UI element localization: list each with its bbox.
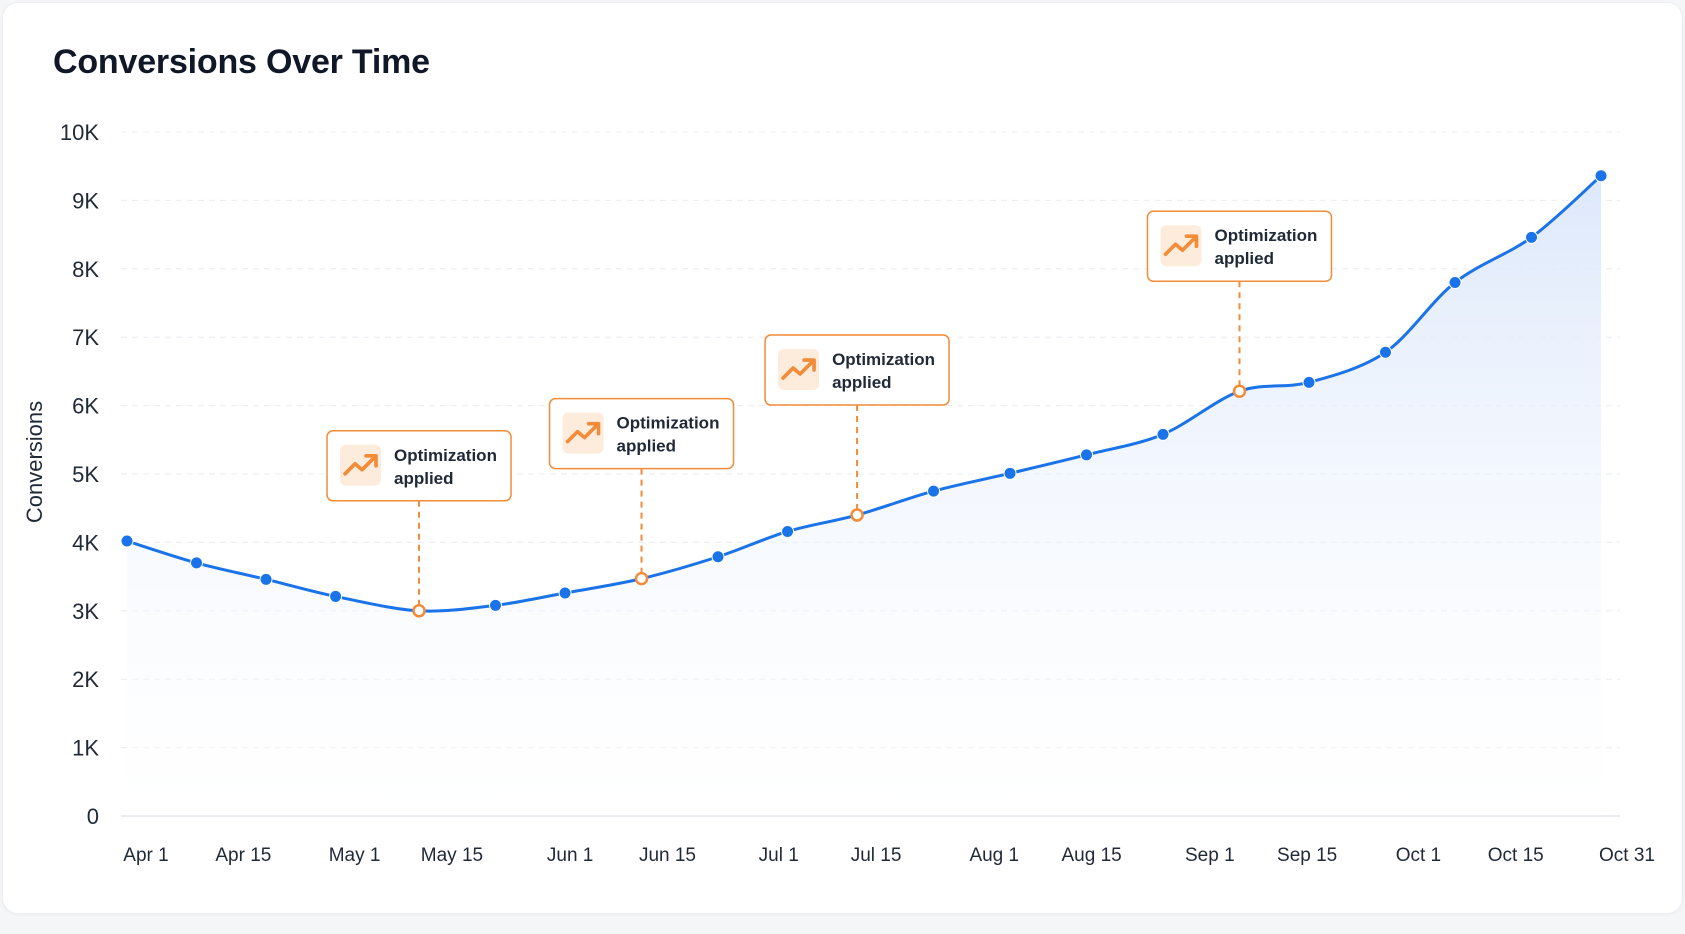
x-axis-ticks: Apr 1 Apr 15 May 1 May 15 Jun 1 Jun 15 Jul 1 Ju… <box>123 845 1655 866</box>
data-point[interactable] <box>1080 448 1094 462</box>
data-point[interactable] <box>711 550 725 564</box>
y-axis-ticks: 0 1K 2K 3K 4K 5K 6K 7K 8K 9K 10K <box>60 120 99 829</box>
y-tick-label: 10K <box>60 120 99 145</box>
annotation-callout: Optimization applied <box>764 334 950 406</box>
y-tick-label: 8K <box>72 257 99 282</box>
chart-title: Conversions Over Time <box>53 43 430 81</box>
y-tick-label: 2K <box>72 667 99 692</box>
data-point[interactable] <box>1525 230 1539 244</box>
y-axis-title: Conversions <box>22 401 47 523</box>
annotation-callout: Optimization applied <box>326 430 512 502</box>
data-point[interactable] <box>927 484 941 498</box>
trending-up-icon <box>1163 234 1199 257</box>
annotation-label-line-1: Optimization <box>832 350 935 369</box>
y-tick-label: 9K <box>72 188 99 213</box>
annotation-label-line-1: Optimization <box>617 414 720 433</box>
data-point[interactable] <box>558 586 572 600</box>
x-tick-label: May 1 <box>329 845 381 866</box>
data-points <box>120 169 1608 618</box>
y-tick-label: 6K <box>72 394 99 419</box>
data-point[interactable] <box>120 534 134 548</box>
y-tick-label: 5K <box>72 462 99 487</box>
y-tick-label: 0 <box>87 804 99 829</box>
y-tick-label: 7K <box>72 325 99 350</box>
annotation-label-line-2: applied <box>394 469 454 488</box>
x-tick-label: Sep 15 <box>1277 845 1337 866</box>
data-point[interactable] <box>1379 345 1393 359</box>
y-tick-label: 3K <box>72 599 99 624</box>
x-tick-label: Sep 1 <box>1185 845 1235 866</box>
x-tick-label: Oct 31 <box>1599 845 1655 866</box>
x-tick-label: Aug 15 <box>1061 845 1121 866</box>
data-point[interactable] <box>259 572 273 586</box>
x-tick-label: Jun 1 <box>547 845 593 866</box>
annotation-label-line-1: Optimization <box>394 446 497 465</box>
annotation-label-line-1: Optimization <box>1214 226 1317 245</box>
annotation-label-line-2: applied <box>832 373 892 392</box>
x-tick-label: Apr 1 <box>123 845 168 866</box>
x-tick-label: Jul 15 <box>851 845 902 866</box>
annotated-data-point[interactable] <box>412 604 426 618</box>
annotated-data-point[interactable] <box>1232 384 1247 398</box>
annotation-label-line-2: applied <box>617 437 677 456</box>
data-point[interactable] <box>1003 466 1017 480</box>
annotation-callout: Optimization applied <box>1146 210 1333 282</box>
x-tick-label: Oct 1 <box>1396 845 1441 866</box>
annotated-data-point[interactable] <box>634 571 649 586</box>
trending-up-icon <box>343 453 378 476</box>
trending-up-icon <box>565 421 601 444</box>
area-fill <box>127 175 1602 816</box>
data-point[interactable] <box>489 598 503 612</box>
trending-up-icon <box>781 358 816 380</box>
annotated-data-point[interactable] <box>850 508 864 522</box>
x-tick-label: Jun 15 <box>639 845 696 866</box>
x-tick-label: Apr 15 <box>215 845 271 866</box>
data-point[interactable] <box>1594 169 1608 183</box>
x-tick-label: May 15 <box>421 845 483 866</box>
x-tick-label: Jul 1 <box>759 845 799 866</box>
data-point[interactable] <box>781 524 795 538</box>
data-point[interactable] <box>329 589 343 603</box>
annotation-callout: Optimization applied <box>548 397 735 470</box>
annotations: OptimizationappliedOptimizationappliedOp… <box>326 210 1333 502</box>
data-point[interactable] <box>1156 427 1170 441</box>
y-tick-label: 1K <box>72 736 99 761</box>
x-tick-label: Aug 1 <box>969 845 1019 866</box>
annotation-label-line-2: applied <box>1214 249 1274 268</box>
data-point[interactable] <box>1302 375 1316 389</box>
data-point[interactable] <box>1448 275 1462 289</box>
data-point[interactable] <box>190 556 204 570</box>
y-tick-label: 4K <box>72 530 99 555</box>
x-tick-label: Oct 15 <box>1488 845 1544 866</box>
area-fill-path <box>127 175 1602 816</box>
